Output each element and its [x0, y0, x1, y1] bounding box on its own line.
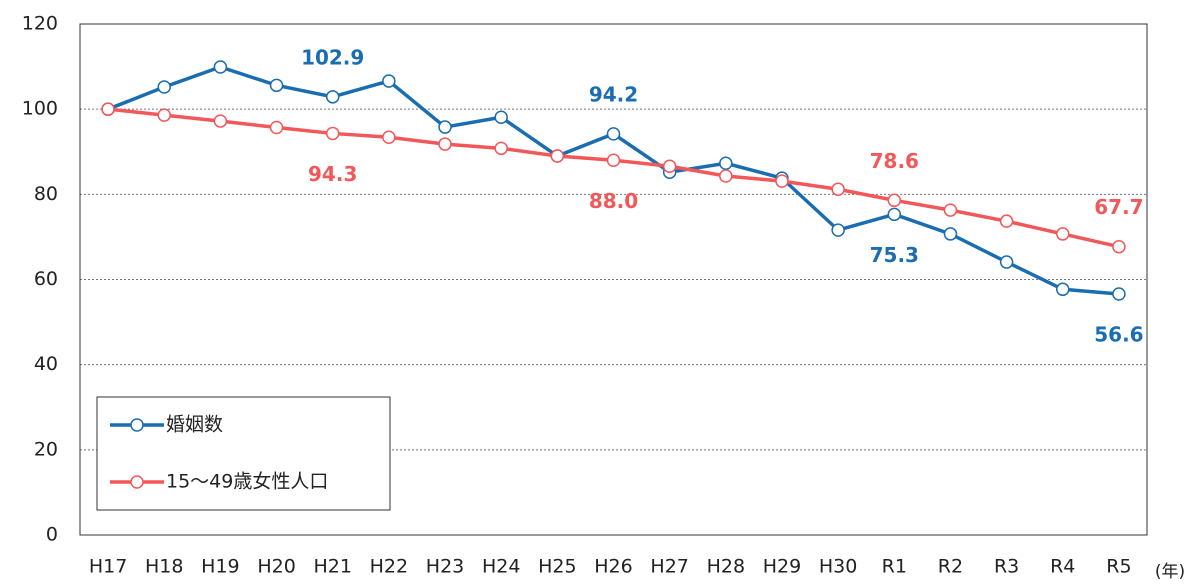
- data-label: 67.7: [1094, 195, 1143, 219]
- legend-marker: [130, 475, 144, 489]
- marker: [1056, 227, 1070, 241]
- marker: [719, 156, 733, 170]
- x-tick-label: H22: [370, 556, 408, 578]
- y-tick-label: 40: [34, 353, 58, 375]
- marker: [999, 214, 1014, 228]
- y-tick-label: 100: [22, 98, 58, 120]
- x-tick-label: H18: [145, 556, 183, 578]
- x-tick-label: H30: [819, 556, 857, 578]
- marker: [943, 203, 958, 217]
- marker: [269, 120, 284, 135]
- x-tick-label: H23: [426, 556, 464, 578]
- y-tick-label: 80: [34, 183, 58, 205]
- x-tick-label: R3: [994, 556, 1019, 578]
- marker: [101, 102, 115, 116]
- x-tick-label: R1: [882, 556, 907, 578]
- data-label: 88.0: [589, 189, 638, 213]
- marker: [325, 90, 340, 104]
- y-tick-label: 20: [34, 438, 58, 460]
- marker: [1056, 282, 1070, 297]
- marker: [999, 255, 1014, 269]
- marker: [887, 193, 902, 208]
- x-tick-label: R2: [938, 556, 963, 578]
- marker: [887, 207, 902, 222]
- marker: [325, 126, 340, 141]
- data-label: 94.3: [308, 162, 357, 186]
- marker: [438, 120, 452, 134]
- marker: [943, 227, 958, 241]
- y-tick-label: 120: [22, 13, 58, 35]
- x-tick-label: H25: [538, 556, 576, 578]
- legend-box: [96, 396, 391, 511]
- marker: [550, 149, 565, 163]
- data-label: 75.3: [870, 243, 919, 267]
- marker: [831, 182, 845, 196]
- x-axis-label: (年): [1155, 562, 1185, 582]
- legend-label: 15～49歳女性人口: [166, 471, 328, 493]
- x-tick-label: H21: [313, 556, 351, 578]
- y-tick-label: 60: [34, 268, 58, 290]
- marker: [606, 153, 621, 168]
- x-tick-label: H28: [707, 556, 745, 578]
- marker: [606, 127, 621, 141]
- x-tick-label: H24: [482, 556, 520, 578]
- marker: [662, 159, 677, 173]
- data-label: 56.6: [1094, 322, 1143, 346]
- x-tick-label: R4: [1050, 556, 1075, 578]
- marker: [1112, 287, 1126, 301]
- marker: [1112, 239, 1126, 254]
- marker: [775, 174, 789, 188]
- y-tick-label: 0: [46, 524, 58, 546]
- marker: [157, 108, 171, 122]
- x-tick-label: R5: [1106, 556, 1131, 578]
- data-label: 78.6: [870, 149, 919, 173]
- plot-frame: [79, 23, 1148, 536]
- marker: [213, 60, 228, 74]
- marker: [382, 74, 396, 88]
- marker: [382, 130, 396, 145]
- marker: [494, 110, 508, 125]
- data-label: 102.9: [301, 45, 364, 69]
- x-tick-label: H27: [650, 556, 688, 578]
- x-tick-label: H20: [257, 556, 295, 578]
- legend-marker: [130, 418, 144, 432]
- marker: [831, 223, 845, 237]
- marker: [269, 78, 284, 93]
- x-tick-label: H29: [763, 556, 801, 578]
- x-tick-label: H26: [594, 556, 632, 578]
- marker: [157, 80, 171, 94]
- marker: [719, 169, 733, 183]
- legend-label: 婚姻数: [166, 414, 223, 436]
- x-tick-label: H17: [89, 556, 127, 578]
- marker: [494, 141, 508, 156]
- data-label: 94.2: [589, 82, 638, 106]
- marker: [438, 137, 452, 151]
- marker: [213, 114, 228, 128]
- x-tick-label: H19: [201, 556, 239, 578]
